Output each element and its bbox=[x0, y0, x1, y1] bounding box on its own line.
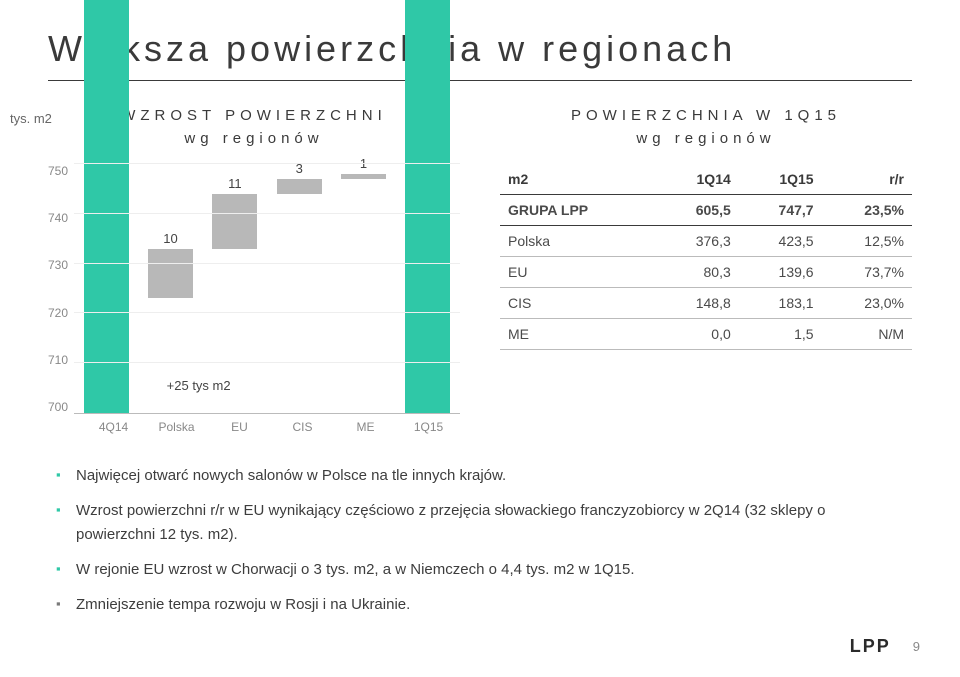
bullet-item: Zmniejszenie tempa rozwoju w Rosji i na … bbox=[56, 593, 904, 616]
table-cell: 23,5% bbox=[822, 195, 912, 226]
table-row: CIS148,8183,123,0% bbox=[500, 288, 912, 319]
table-header-row: m21Q141Q15r/r bbox=[500, 164, 912, 195]
table-cell: 376,3 bbox=[656, 226, 739, 257]
table-column: POWIERZCHNIA W 1Q15 wg regionów m21Q141Q… bbox=[500, 105, 912, 350]
page-title: Większa powierzchnia w regionach bbox=[48, 28, 912, 70]
table-header-cell: r/r bbox=[822, 164, 912, 195]
bullet-item: Wzrost powierzchni r/r w EU wynikający c… bbox=[56, 499, 904, 546]
table-cell: ME bbox=[500, 319, 656, 350]
waterfall-chart: 750 740 730 720 710 700 72310 1131748 +25 tys … bbox=[48, 164, 460, 414]
bar-slot: 723 bbox=[74, 164, 138, 413]
y-tick: 700 bbox=[48, 400, 68, 414]
bar-value-label: 11 bbox=[203, 176, 267, 191]
table-cell: 183,1 bbox=[739, 288, 822, 319]
table-cell: 73,7% bbox=[822, 257, 912, 288]
footer: LPP 9 bbox=[850, 636, 920, 657]
chart-annotation: +25 tys m2 bbox=[167, 378, 231, 393]
table-row: EU80,3139,673,7% bbox=[500, 257, 912, 288]
chart-plot: 72310 1131748 +25 tys m2 bbox=[74, 164, 460, 414]
logo: LPP bbox=[850, 636, 891, 657]
region-table: m21Q141Q15r/r GRUPA LPP605,5747,723,5%Po… bbox=[500, 164, 912, 350]
chart-heading-line2: wg regionów bbox=[184, 130, 323, 147]
table-cell: EU bbox=[500, 257, 656, 288]
table-cell: 423,5 bbox=[739, 226, 822, 257]
grid-line bbox=[74, 213, 460, 214]
grid-line bbox=[74, 163, 460, 164]
bar-slot: 748 bbox=[396, 164, 460, 413]
bullet-item: W rejonie EU wzrost w Chorwacji o 3 tys.… bbox=[56, 558, 904, 581]
chart-column: tys. m2 WZROST POWIERZCHNI wg regionów 7… bbox=[48, 105, 460, 434]
table-cell: 12,5% bbox=[822, 226, 912, 257]
table-cell: 605,5 bbox=[656, 195, 739, 226]
x-tick-label: 1Q15 bbox=[397, 420, 460, 434]
table-heading-line1: POWIERZCHNIA W 1Q15 bbox=[571, 107, 841, 124]
table-body: GRUPA LPP605,5747,723,5%Polska376,3423,5… bbox=[500, 195, 912, 350]
bullet-list: Najwięcej otwarć nowych salonów w Polsce… bbox=[56, 464, 904, 616]
y-axis-label: tys. m2 bbox=[10, 111, 52, 126]
y-tick: 710 bbox=[48, 353, 68, 367]
table-cell: 139,6 bbox=[739, 257, 822, 288]
table-cell: 23,0% bbox=[822, 288, 912, 319]
y-tick: 720 bbox=[48, 306, 68, 320]
x-tick-label: EU bbox=[208, 420, 271, 434]
y-tick: 740 bbox=[48, 211, 68, 225]
table-header-cell: m2 bbox=[500, 164, 656, 195]
bullet-item: Najwięcej otwarć nowych salonów w Polsce… bbox=[56, 464, 904, 487]
bar-slot: 1 bbox=[331, 164, 395, 413]
x-tick-label: Polska bbox=[145, 420, 208, 434]
table-cell: 1,5 bbox=[739, 319, 822, 350]
table-cell: GRUPA LPP bbox=[500, 195, 656, 226]
bars-row: 72310 1131748 bbox=[74, 164, 460, 413]
y-tick: 730 bbox=[48, 258, 68, 272]
y-axis: 750 740 730 720 710 700 bbox=[48, 164, 74, 414]
bar-slot: 11 bbox=[203, 164, 267, 413]
x-axis-labels: 4Q14PolskaEUCISME1Q15 bbox=[82, 420, 460, 434]
table-row: ME0,01,5N/M bbox=[500, 319, 912, 350]
bar-slot: 3 bbox=[267, 164, 331, 413]
bar bbox=[277, 179, 322, 194]
title-rule bbox=[48, 80, 912, 81]
table-cell: CIS bbox=[500, 288, 656, 319]
bar bbox=[212, 194, 257, 249]
bar bbox=[405, 0, 450, 413]
table-cell: 0,0 bbox=[656, 319, 739, 350]
table-cell: Polska bbox=[500, 226, 656, 257]
bar bbox=[341, 174, 386, 179]
table-cell: 148,8 bbox=[656, 288, 739, 319]
grid-line bbox=[74, 362, 460, 363]
y-tick: 750 bbox=[48, 164, 68, 178]
table-row: Polska376,3423,512,5% bbox=[500, 226, 912, 257]
page-number: 9 bbox=[913, 639, 920, 654]
table-heading: POWIERZCHNIA W 1Q15 wg regionów bbox=[500, 105, 912, 150]
table-cell: 747,7 bbox=[739, 195, 822, 226]
x-tick-label: ME bbox=[334, 420, 397, 434]
x-tick-label: 4Q14 bbox=[82, 420, 145, 434]
table-row: GRUPA LPP605,5747,723,5% bbox=[500, 195, 912, 226]
table-cell: N/M bbox=[822, 319, 912, 350]
bar bbox=[84, 0, 129, 413]
chart-heading-line1: WZROST POWIERZCHNI bbox=[121, 107, 387, 124]
table-header-cell: 1Q15 bbox=[739, 164, 822, 195]
table-heading-line2: wg regionów bbox=[636, 130, 775, 147]
table-header-cell: 1Q14 bbox=[656, 164, 739, 195]
table-cell: 80,3 bbox=[656, 257, 739, 288]
bar bbox=[148, 249, 193, 299]
grid-line bbox=[74, 312, 460, 313]
bar-value-label: 10 bbox=[138, 231, 202, 246]
x-tick-label: CIS bbox=[271, 420, 334, 434]
bar-slot: 10 bbox=[138, 164, 202, 413]
grid-line bbox=[74, 263, 460, 264]
